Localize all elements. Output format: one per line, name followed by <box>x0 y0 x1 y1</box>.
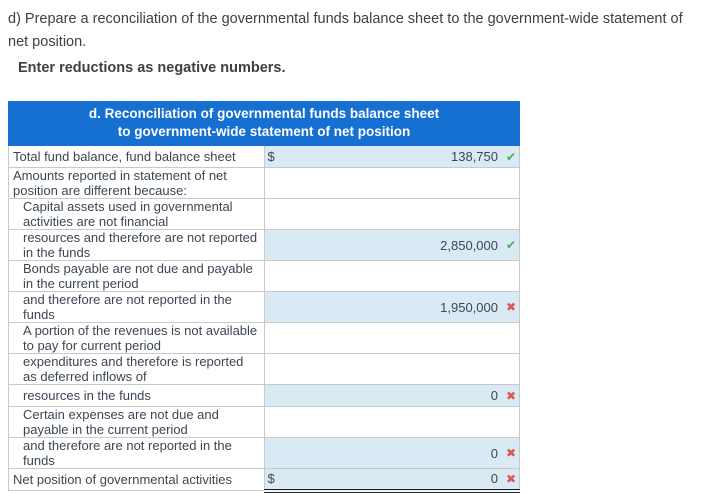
amount-cell <box>263 322 520 354</box>
table-row: Bonds payable are not due and payable in… <box>8 260 520 292</box>
answer-input-cell[interactable]: 2,850,000 ✔ <box>263 229 520 261</box>
amount-cell <box>263 198 520 230</box>
table-row: Certain expenses are not due and payable… <box>8 406 520 438</box>
answer-input-cell[interactable]: $ 0 ✖ <box>263 468 520 493</box>
table-header: d. Reconciliation of governmental funds … <box>8 101 520 146</box>
amount-value: 2,850,000 <box>440 237 498 253</box>
row-label: Total fund balance, fund balance sheet <box>8 145 265 168</box>
table-row: Net position of governmental activities … <box>8 468 520 493</box>
answer-input-cell[interactable]: 0 ✖ <box>263 384 520 407</box>
table-row: Capital assets used in governmental acti… <box>8 198 520 230</box>
amount-value: 0 <box>490 388 498 403</box>
check-icon: ✔ <box>505 149 516 164</box>
cross-icon: ✖ <box>505 471 516 486</box>
page: { "instructions": { "question": "d) Prep… <box>0 8 705 493</box>
row-label: and therefore are not reported in the fu… <box>8 437 265 469</box>
amount-cell <box>263 353 520 385</box>
table-row: A portion of the revenues is not availab… <box>8 322 520 354</box>
amount-value: 138,750 <box>451 149 498 164</box>
row-label: Net position of governmental activities <box>8 468 265 491</box>
table-row: resources in the funds 0 ✖ <box>8 384 520 407</box>
row-label: Bonds payable are not due and payable in… <box>8 260 265 292</box>
currency-symbol: $ <box>267 471 275 487</box>
table-row: expenditures and therefore is reported a… <box>8 353 520 385</box>
row-label: resources and therefore are not reported… <box>8 229 265 261</box>
table-row: Amounts reported in statement of net pos… <box>8 167 520 199</box>
row-label: resources in the funds <box>8 384 265 407</box>
amount-cell-content: 1,950,000 ✖ <box>268 299 516 315</box>
row-label: Amounts reported in statement of net pos… <box>8 167 265 199</box>
row-label: and therefore are not reported in the fu… <box>8 291 265 323</box>
table-title-line2: to government-wide statement of net posi… <box>117 124 411 139</box>
amount-value: 0 <box>490 471 498 487</box>
reconciliation-table: d. Reconciliation of governmental funds … <box>8 101 520 493</box>
table-row: and therefore are not reported in the fu… <box>8 291 520 323</box>
amount-cell-content: $ 0 ✖ <box>268 471 517 486</box>
cross-icon: ✖ <box>505 388 516 403</box>
row-label: expenditures and therefore is reported a… <box>8 353 265 385</box>
instruction-note: Enter reductions as negative numbers. <box>18 60 286 76</box>
table-header-row: d. Reconciliation of governmental funds … <box>8 101 520 146</box>
table-row: Total fund balance, fund balance sheet $… <box>8 145 520 168</box>
answer-input-cell[interactable]: 0 ✖ <box>263 437 520 469</box>
row-label: A portion of the revenues is not availab… <box>8 322 265 354</box>
amount-cell-content: 0 ✖ <box>268 388 516 403</box>
currency-symbol: $ <box>267 149 275 164</box>
cross-icon: ✖ <box>505 446 516 460</box>
answer-input-cell[interactable]: $ 138,750 ✔ <box>263 145 520 168</box>
amount-cell <box>263 260 520 292</box>
amount-value: 1,950,000 <box>440 299 498 315</box>
row-label: Certain expenses are not due and payable… <box>8 406 265 438</box>
amount-cell <box>263 406 520 438</box>
amount-cell-content: 2,850,000 ✔ <box>268 237 516 253</box>
amount-cell-content: 0 ✖ <box>268 445 516 461</box>
table-title-line1: d. Reconciliation of governmental funds … <box>88 106 440 121</box>
table-row: resources and therefore are not reported… <box>8 229 520 261</box>
cross-icon: ✖ <box>505 300 516 314</box>
amount-value: 0 <box>490 445 498 461</box>
question-text: d) Prepare a reconciliation of the gover… <box>8 11 683 50</box>
amount-cell <box>263 167 520 199</box>
table-row: and therefore are not reported in the fu… <box>8 437 520 469</box>
answer-input-cell[interactable]: 1,950,000 ✖ <box>263 291 520 323</box>
check-icon: ✔ <box>505 238 516 252</box>
amount-cell-content: $ 138,750 ✔ <box>268 149 517 164</box>
row-label: Capital assets used in governmental acti… <box>8 198 265 230</box>
